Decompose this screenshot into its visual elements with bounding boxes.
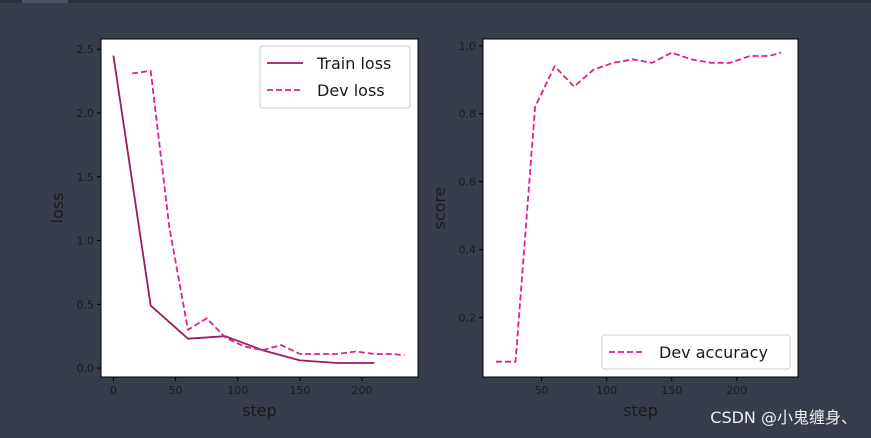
x-tick-label: 100 bbox=[227, 384, 248, 397]
legend-label: Dev accuracy bbox=[659, 343, 768, 362]
x-tick-label: 200 bbox=[352, 384, 373, 397]
y-tick-label: 2.5 bbox=[77, 43, 95, 56]
legend-box bbox=[259, 45, 411, 109]
plot-area bbox=[482, 38, 799, 378]
y-axis-label: loss bbox=[48, 193, 67, 224]
legend: Train loss Dev loss bbox=[259, 45, 411, 109]
y-axis-label: score bbox=[430, 187, 449, 230]
top-bar-tab bbox=[22, 0, 68, 3]
x-tick-label: 100 bbox=[596, 384, 617, 397]
series-line-train-loss bbox=[112, 55, 375, 364]
x-tick-label: 50 bbox=[535, 384, 549, 397]
x-tick-label: 200 bbox=[726, 384, 747, 397]
y-tick-label: 1.5 bbox=[77, 171, 95, 184]
x-axis-label: step bbox=[242, 401, 277, 420]
y-tick-label: 1.0 bbox=[459, 40, 477, 53]
chart-2: 50 100 150 200 0.2 0.4 0.6 0.8 1.0 step score Dev a… bbox=[430, 38, 799, 420]
x-axis-label: step bbox=[623, 401, 658, 420]
y-tick-label: 2.0 bbox=[77, 107, 95, 120]
y-tick-label: 0.0 bbox=[77, 362, 95, 375]
series-line-dev-loss bbox=[131, 70, 405, 357]
x-tick-label: 150 bbox=[289, 384, 310, 397]
y-tick-label: 0.4 bbox=[459, 244, 477, 257]
series-line-dev-accuracy bbox=[496, 51, 782, 363]
x-tick-label: 150 bbox=[661, 384, 682, 397]
y-tick-label: 0.5 bbox=[77, 298, 95, 311]
legend: Dev accuracy bbox=[601, 334, 791, 370]
legend-label: Dev loss bbox=[317, 81, 385, 100]
legend-box bbox=[601, 334, 791, 370]
watermark: CSDN @小鬼缠身、 bbox=[710, 408, 857, 427]
legend-label: Train loss bbox=[316, 54, 391, 73]
y-tick-label: 0.6 bbox=[459, 176, 477, 189]
x-tick-label: 0 bbox=[110, 384, 117, 397]
chart-1: 0 50 100 150 200 0.0 0.5 1.0 1.5 2.0 2.5 step loss Tr… bbox=[48, 38, 419, 420]
x-tick-label: 50 bbox=[169, 384, 183, 397]
y-tick-label: 1.0 bbox=[77, 235, 95, 248]
y-tick-label: 0.2 bbox=[459, 312, 477, 325]
top-bar bbox=[0, 0, 871, 3]
y-tick-label: 0.8 bbox=[459, 108, 477, 121]
